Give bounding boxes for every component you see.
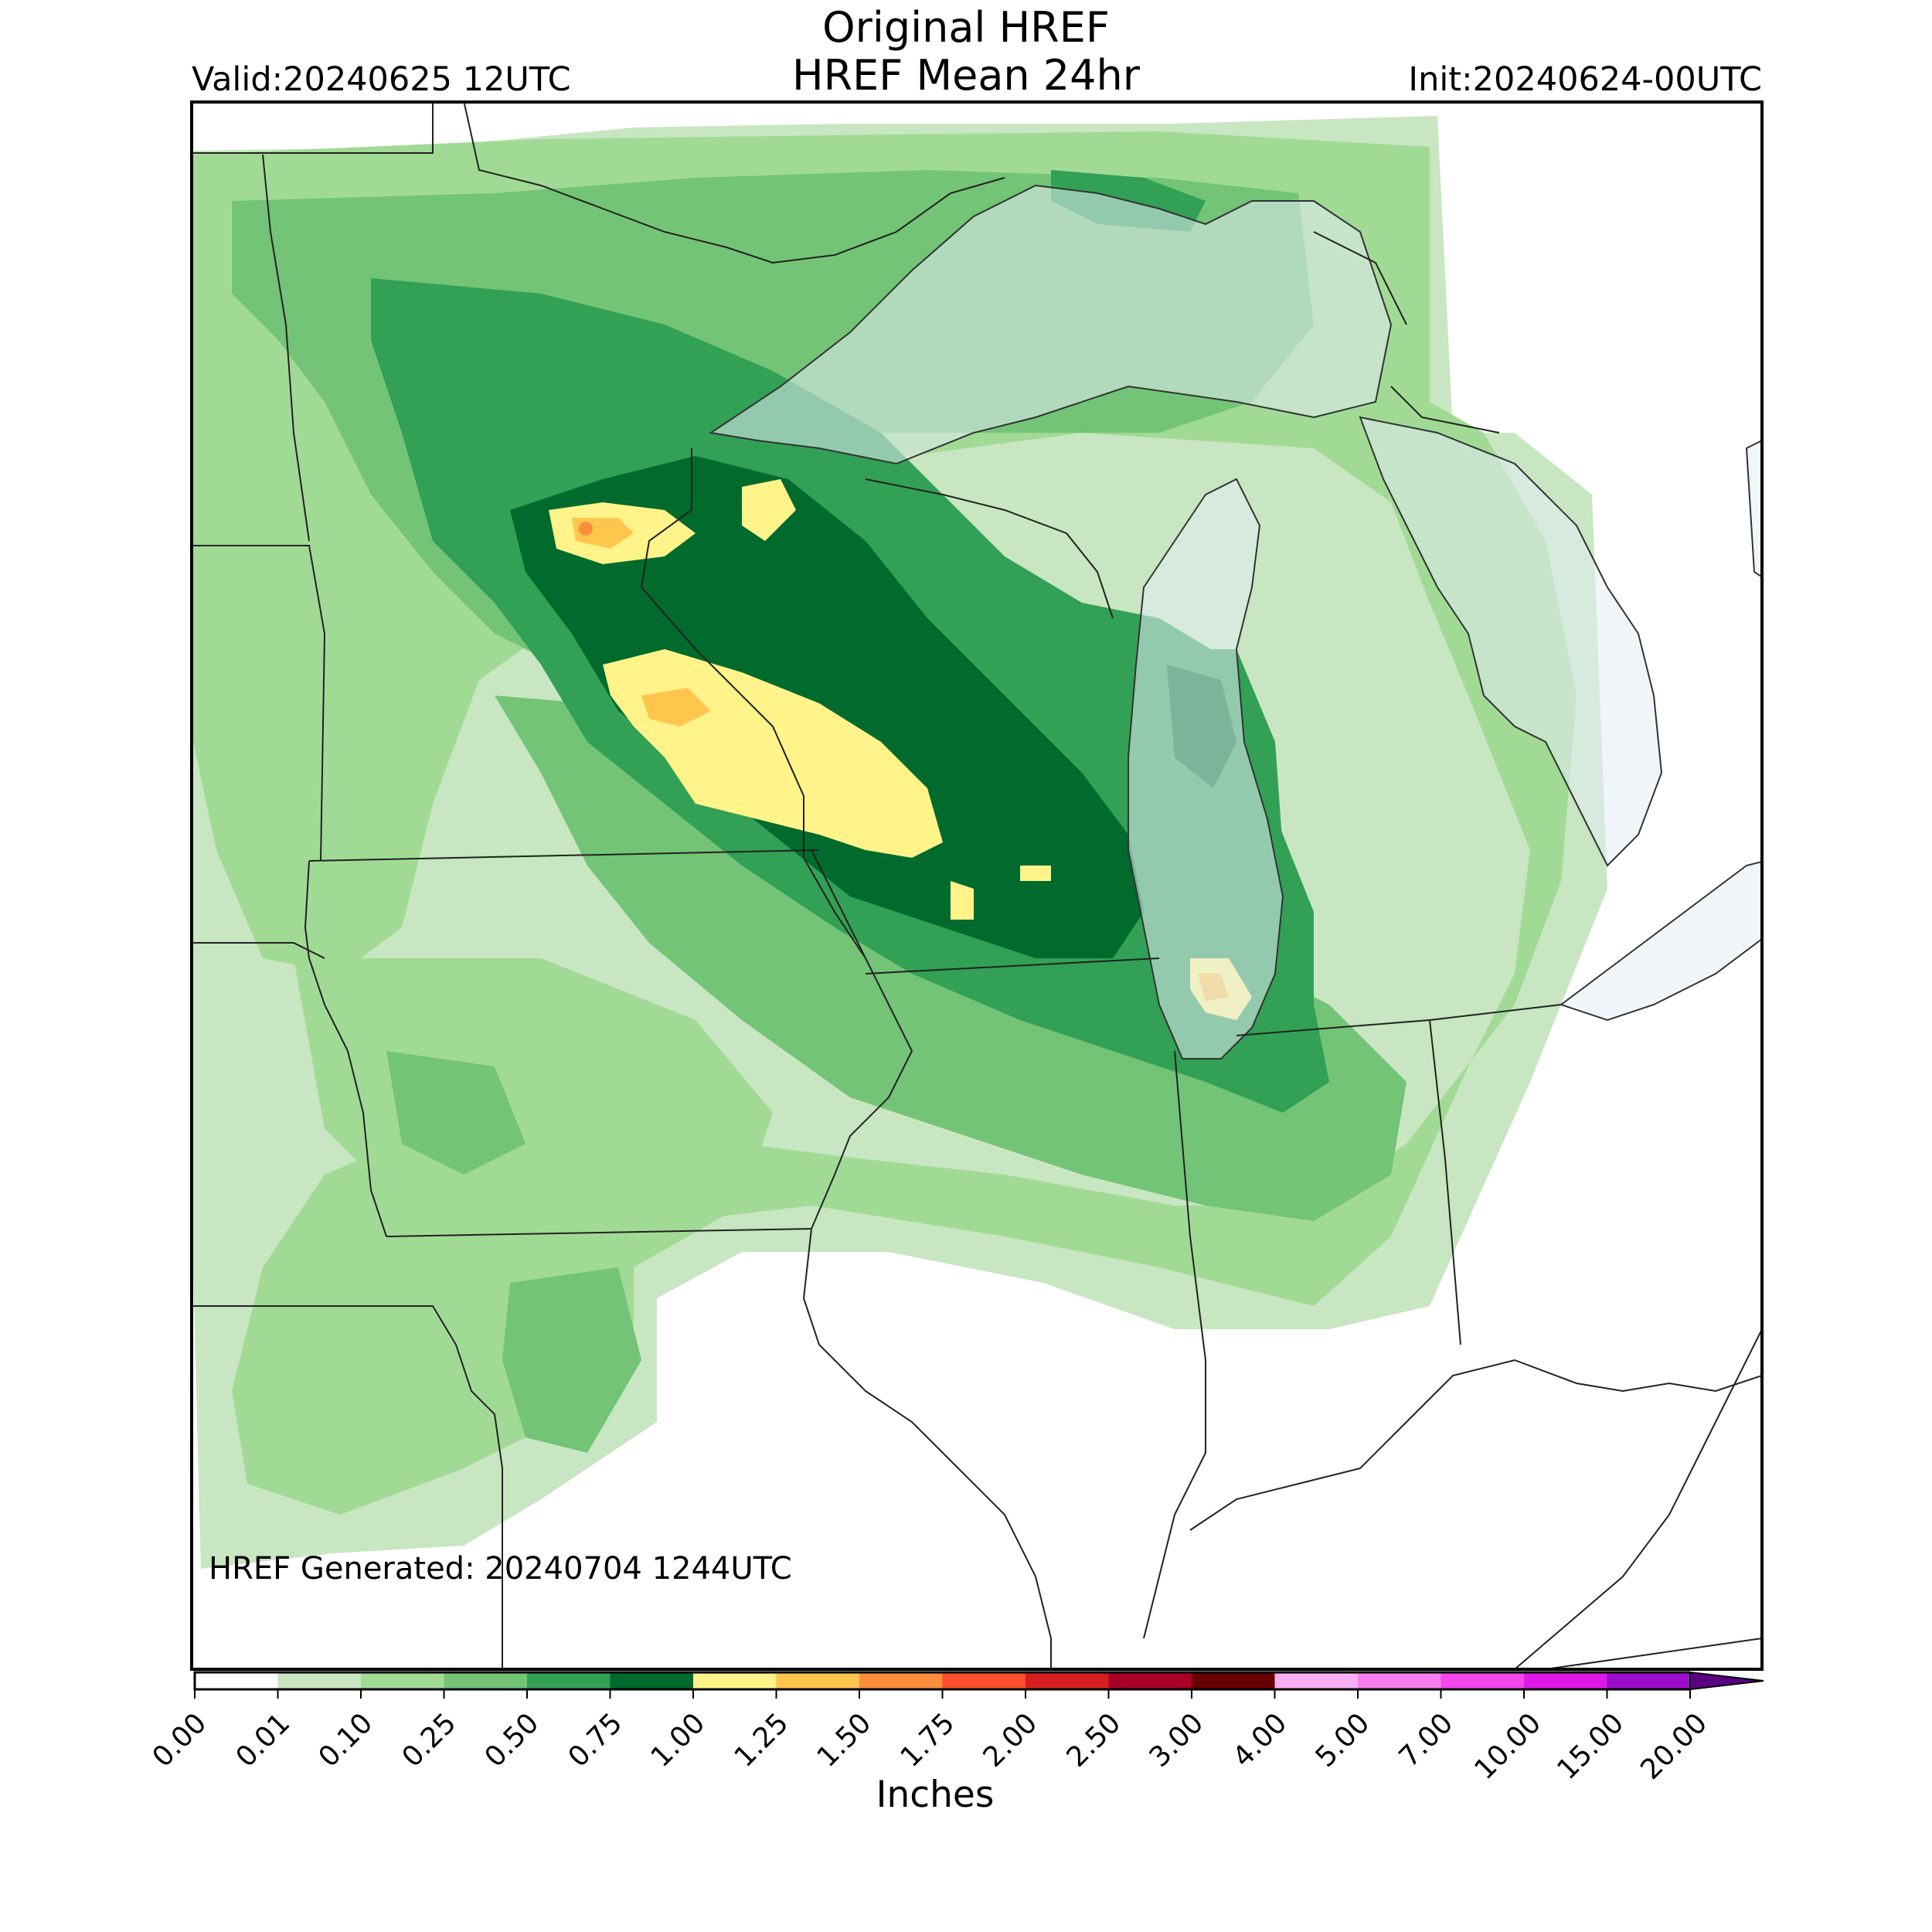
colorbar-segment xyxy=(859,1672,943,1689)
canada-border xyxy=(192,102,1500,434)
minnesota-border xyxy=(192,154,326,862)
colorbar-extend-arrow xyxy=(1689,1671,1764,1691)
indiana-michigan xyxy=(1236,1004,1562,1036)
colorbar-segment xyxy=(444,1672,528,1689)
illinois-indiana xyxy=(1143,1050,1206,1639)
lake-superior xyxy=(709,184,1393,465)
figure-title-line-1: Original HREF xyxy=(822,3,1110,52)
colorbar-segment xyxy=(1192,1672,1275,1689)
ohio-river xyxy=(1189,1359,1762,1531)
colorbar-segment xyxy=(195,1672,278,1689)
lake-huron xyxy=(1359,416,1663,867)
colorbar-segment xyxy=(942,1672,1026,1689)
iowa-north xyxy=(308,849,820,862)
precip-1.50-field xyxy=(579,522,593,536)
colorbar-segment xyxy=(277,1672,362,1689)
generated-timestamp: HREF Generated: 20240704 1244UTC xyxy=(209,1551,792,1587)
colorbar-segment xyxy=(610,1672,694,1689)
colorbar xyxy=(193,1671,1764,1699)
colorbar-segment xyxy=(1358,1672,1441,1689)
iowa-west xyxy=(304,860,387,1237)
colorbar-segment xyxy=(1274,1672,1359,1689)
minnesota-wisconsin xyxy=(640,448,866,959)
iowa-south xyxy=(386,1228,812,1237)
init-time-label: Init:20240624-00UTC xyxy=(1408,60,1762,99)
colorbar-segment xyxy=(1607,1672,1691,1689)
lake-erie xyxy=(1559,860,1762,1022)
colorbar-segment xyxy=(1108,1672,1192,1689)
iowa-east xyxy=(811,849,913,1230)
colorbar-segment xyxy=(693,1672,777,1689)
boundaries xyxy=(192,102,1762,1669)
indiana-ohio xyxy=(1429,1019,1461,1345)
illinois-west-river xyxy=(802,1228,1052,1669)
colorbar-segment xyxy=(776,1672,860,1689)
colorbar-segment xyxy=(361,1672,444,1689)
lake-michigan xyxy=(1128,478,1284,1060)
wisconsin-illinois xyxy=(865,957,1160,975)
colorbar-segment xyxy=(1524,1672,1607,1689)
colorbar-segment xyxy=(527,1672,611,1689)
wisconsin-michigan-up xyxy=(865,478,1114,619)
lake-ontario-edge xyxy=(1745,439,1762,578)
dakota-west xyxy=(192,942,325,959)
missouri-north xyxy=(192,1305,503,1669)
ohio-east xyxy=(1514,1328,1762,1669)
colorbar-segment xyxy=(1026,1672,1109,1689)
colorbar-segment xyxy=(1440,1672,1525,1689)
map-frame xyxy=(190,100,1764,1671)
valid-time-label: Valid:20240625 12UTC xyxy=(192,60,571,99)
colorbar-units-label: Inches xyxy=(876,1774,995,1816)
figure-title-line-2: HREF Mean 24hr xyxy=(792,51,1140,100)
great-lakes xyxy=(709,184,1762,1060)
